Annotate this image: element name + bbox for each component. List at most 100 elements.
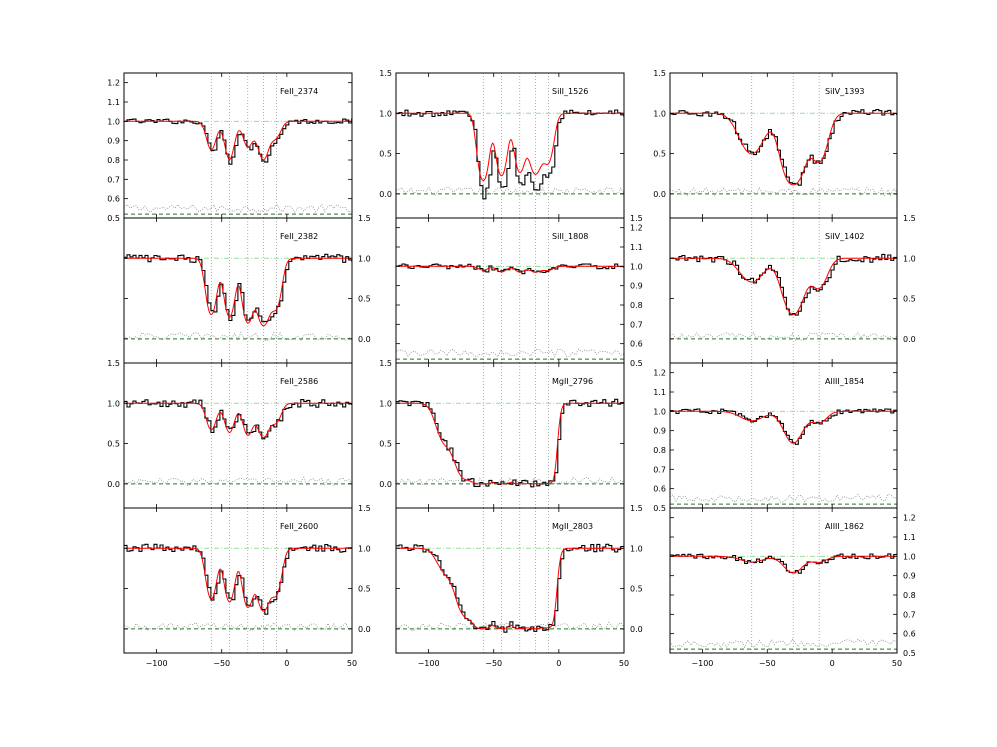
y-tick-label: 0.8 [107, 156, 120, 165]
error-spectrum [124, 203, 352, 213]
transition-label: SiII_1808 [552, 232, 588, 241]
panel-plot-area [124, 218, 352, 363]
y-tick-label: 1.0 [358, 544, 371, 553]
transition-label: FeII_2374 [280, 87, 318, 96]
y-tick-label: 0.5 [903, 295, 916, 304]
model-fit [396, 547, 624, 630]
x-tick-label: −50 [759, 659, 776, 668]
error-spectrum [670, 186, 897, 197]
panel-aliii-1854: AlIII_1854 0.5 0.6 0.7 0.8 0.9 1.0 1.1 1.2 [653, 362, 898, 513]
panel-plot-area [124, 508, 352, 653]
observed-spectrum [124, 253, 352, 323]
y-tick-label: 1.5 [653, 69, 666, 78]
error-spectrum [670, 332, 897, 342]
transition-label: AlIII_1854 [825, 377, 864, 386]
y-tick-label: 1.1 [107, 98, 120, 107]
transition-label: FeII_2586 [280, 377, 318, 386]
model-fit [124, 257, 352, 327]
transition-label: SiIV_1393 [825, 87, 865, 96]
y-tick-label: 0.5 [379, 440, 392, 449]
error-spectrum [670, 493, 897, 503]
y-tick-label: 0.0 [903, 335, 916, 344]
panel-plot-area [670, 218, 897, 363]
panel-plot-area [124, 363, 352, 508]
panel-feii-2600: FeII_2600 0.0 0.5 1.0 1.5 −100 −50 0 50 [123, 504, 371, 668]
panel-feii-2382: FeII_2382 0.0 0.5 1.0 1.5 [123, 214, 371, 364]
y-tick-label: 1.0 [379, 399, 392, 408]
y-tick-label: 1.2 [903, 514, 916, 523]
panel-feii-2586: FeII_2586 0.0 0.5 1.0 1.5 [107, 359, 353, 509]
observed-spectrum [670, 108, 897, 186]
y-tick-label: 0.7 [653, 465, 666, 474]
y-tick-label: 0.9 [903, 572, 916, 581]
panel-plot-area [670, 508, 897, 653]
y-tick-label: 1.2 [107, 79, 120, 88]
panel-plot-area [396, 218, 624, 363]
x-tick-label: −100 [691, 659, 713, 668]
y-tick-label: 0.7 [903, 610, 916, 619]
observed-spectrum [124, 543, 352, 615]
y-tick-label: 1.1 [903, 533, 916, 542]
observed-spectrum [670, 253, 897, 316]
y-tick-label: 0.6 [903, 630, 916, 639]
y-tick-label: 0.5 [630, 585, 643, 594]
x-tick-label: −100 [418, 659, 440, 668]
x-tick-label: −50 [485, 659, 502, 668]
x-tick-label: 0 [284, 659, 289, 668]
error-spectrum [124, 331, 352, 341]
x-tick-label: 0 [830, 659, 835, 668]
observed-spectrum [124, 118, 352, 165]
panel-feii-2374: FeII_2374 0.5 0.6 0.7 0.8 0.9 1.0 1.1 1.2 [107, 72, 353, 223]
y-tick-label: 0.9 [653, 427, 666, 436]
y-tick-label: 0.5 [107, 214, 120, 223]
panel-frame [395, 72, 625, 219]
model-fit [124, 547, 352, 612]
y-tick-label: 0.0 [358, 335, 371, 344]
y-tick-label-top: 1.5 [107, 359, 120, 368]
y-tick-label: 1.2 [630, 224, 643, 233]
panel-mgii-2796: MgII_2796 0.0 0.5 1.0 1.5 [379, 359, 625, 509]
panel-siiv-1393: SiIV_1393 0.0 0.5 1.0 1.5 [653, 69, 898, 219]
y-tick-label: 0.5 [653, 504, 666, 513]
model-fit [124, 402, 352, 439]
panel-siii-1526: SiII_1526 0.0 0.5 1.0 1.5 [379, 69, 625, 219]
y-tick-label: 0.0 [107, 480, 120, 489]
panel-siii-1808: SiII_1808 0.5 0.6 0.7 0.8 0.9 1.0 1.1 1.21.5 [395, 214, 643, 368]
y-tick-label: 1.0 [903, 552, 916, 561]
panel-plot-area [396, 73, 624, 218]
y-tick-label-top: 1.5 [358, 504, 371, 513]
y-tick-label: 1.0 [630, 544, 643, 553]
y-tick-label: 1.0 [630, 262, 643, 271]
y-tick-label-top: 1.5 [903, 214, 916, 223]
y-tick-label: 0.9 [630, 282, 643, 291]
y-tick-label: 0.6 [107, 195, 120, 204]
y-tick-label-top: 1.5 [630, 214, 643, 223]
y-tick-label: 1.1 [653, 388, 666, 397]
y-tick-label-top: 1.5 [358, 214, 371, 223]
y-tick-label: 0.6 [653, 485, 666, 494]
y-tick-label: 0.0 [630, 625, 643, 634]
panel-frame [395, 217, 625, 364]
panel-aliii-1862: AlIII_1862 0.5 0.6 0.7 0.8 0.9 1.0 1.1 1.2 −100 −5… [669, 507, 916, 668]
y-tick-label: 0.5 [107, 440, 120, 449]
y-tick-label: 0.8 [903, 591, 916, 600]
panel-siiv-1402: SiIV_1402 0.0 0.5 1.0 1.5 [669, 214, 916, 364]
y-tick-label: 0.9 [107, 137, 120, 146]
x-tick-label: 0 [556, 659, 561, 668]
y-tick-label: 0.5 [379, 150, 392, 159]
y-tick-label: 1.0 [903, 254, 916, 263]
transition-label: MgII_2803 [552, 522, 593, 531]
panel-frame [395, 507, 625, 654]
panel-frame [123, 507, 353, 654]
y-tick-label: 0.8 [653, 446, 666, 455]
y-tick-label: 0.0 [379, 190, 392, 199]
observed-spectrum [670, 408, 897, 445]
observed-spectrum [396, 398, 624, 488]
observed-spectrum [124, 399, 352, 440]
y-tick-label: 0.5 [903, 649, 916, 658]
model-fit [670, 112, 897, 186]
y-tick-label: 0.7 [107, 175, 120, 184]
y-tick-label-top: 1.5 [630, 504, 643, 513]
y-tick-label-top: 1.5 [379, 359, 392, 368]
panel-plot-area [670, 73, 897, 218]
